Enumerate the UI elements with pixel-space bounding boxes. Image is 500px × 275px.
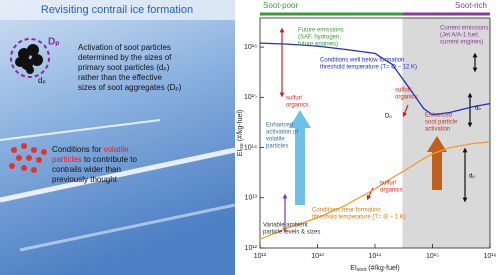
- text-segment: particles: [52, 155, 82, 164]
- label-main: EI: [350, 265, 357, 272]
- text-segment: to contribute to: [82, 155, 138, 164]
- soot-text: sizes of soot aggregates (Dₚ): [78, 83, 182, 92]
- series-line: [259, 141, 491, 240]
- y-tick-label: 10¹²: [245, 245, 258, 252]
- region-label: Soot-rich: [455, 1, 487, 10]
- annotation: Conditions near formation: [312, 208, 381, 214]
- x-tick-label: 10¹³: [311, 253, 324, 260]
- title-band: [0, 0, 235, 20]
- text-segment: contrails wider than: [52, 165, 121, 174]
- annotation: Enhanced: [425, 113, 452, 119]
- annotation: (Jet A/A-1 fuel,: [440, 33, 480, 39]
- soot-aggregate: [10, 38, 50, 78]
- annotation: organics: [395, 95, 418, 101]
- label-sub: soot: [357, 267, 367, 273]
- volatile-particles: [9, 143, 47, 173]
- annotation: organics: [380, 188, 403, 194]
- annotation: sulfur/: [380, 181, 397, 187]
- volatile-text: previously thought: [52, 175, 118, 184]
- y-tick-label: 10¹⁴: [244, 144, 257, 151]
- annotation: future engines): [298, 42, 338, 48]
- soot-text: determined by the sizes of: [78, 53, 172, 62]
- left-title: Revisiting contrail ice formation: [41, 4, 193, 16]
- y-tick-label: 10¹⁵: [244, 94, 257, 101]
- annotation: particles: [266, 144, 288, 150]
- text-segment: previously thought: [52, 175, 118, 184]
- volatile-text: Conditions for volatile: [52, 145, 129, 154]
- volatile-text: particles to contribute to: [52, 155, 137, 164]
- annotation: dₚ: [475, 106, 481, 112]
- label-main: EI: [237, 150, 244, 157]
- annotation: activation: [425, 127, 450, 133]
- soot-text: Activation of soot particles: [78, 43, 171, 52]
- soot-text: primary soot particles (dₚ): [78, 63, 170, 72]
- annotation: activation of: [266, 130, 298, 136]
- y-tick-label: 10¹⁶: [244, 44, 257, 51]
- annotation: Conditions well below formation: [320, 58, 404, 64]
- annotation: Current emissions: [440, 26, 488, 32]
- chart-panel: [259, 17, 491, 249]
- annotation: soot particle: [425, 120, 458, 126]
- annotation: dₚ: [469, 174, 475, 180]
- text-segment: volatile: [104, 145, 129, 154]
- annotation: sulfur/: [286, 96, 303, 102]
- contrail: [19, 203, 236, 252]
- contrail: [0, 119, 161, 141]
- annotation: Dₚ: [385, 114, 392, 120]
- sky: [0, 0, 235, 275]
- annotation: current engines): [440, 40, 483, 46]
- x-tick-label: 10¹⁶: [484, 253, 497, 260]
- annotation: organics: [286, 103, 309, 109]
- y-tick-label: 10¹³: [245, 195, 258, 202]
- shaded-region: [402, 18, 490, 248]
- x-tick-label: 10¹⁵: [426, 253, 439, 260]
- region-label: Soot-poor: [263, 1, 298, 10]
- x-axis-label: EIsoot (#/kg-fuel): [350, 265, 400, 273]
- contrail: [0, 147, 236, 203]
- label-unit: (#/kg-fuel): [366, 265, 399, 272]
- label-unit: (#/kg-fuel): [237, 110, 244, 143]
- primary-label: dₚ: [38, 76, 46, 85]
- left-panel: Revisiting contrail ice formation Dₚ dₚ: [0, 0, 236, 275]
- x-tick-label: 10¹²: [254, 253, 267, 260]
- annotation: Enhanced: [266, 123, 293, 129]
- x-tick-label: 10¹⁴: [368, 253, 381, 260]
- annotation: threshold temperature (T= Θ − 12 K): [320, 65, 417, 71]
- annotation: Variable ambient: [263, 223, 308, 229]
- series-line: [259, 42, 491, 116]
- volatile-text: contrails wider than: [52, 165, 121, 174]
- arrows: [279, 27, 478, 233]
- annotation: particle levels & sizes: [263, 230, 320, 236]
- text-segment: Conditions for: [52, 145, 104, 154]
- annotation: Future emissions: [298, 28, 344, 34]
- annotation: threshold temperature (T= Θ − 1 K): [312, 215, 406, 221]
- y-axis-label: EIice (#/kg-fuel): [237, 110, 245, 157]
- annotation: sulfur/: [395, 88, 412, 94]
- annotation: (SAF, hydrogen,: [298, 35, 341, 41]
- annotation: volatile: [266, 137, 285, 143]
- label-sub: ice: [239, 143, 245, 150]
- aggregate-label: Dₚ: [48, 37, 60, 48]
- soot-text: rather than the effective: [78, 73, 162, 82]
